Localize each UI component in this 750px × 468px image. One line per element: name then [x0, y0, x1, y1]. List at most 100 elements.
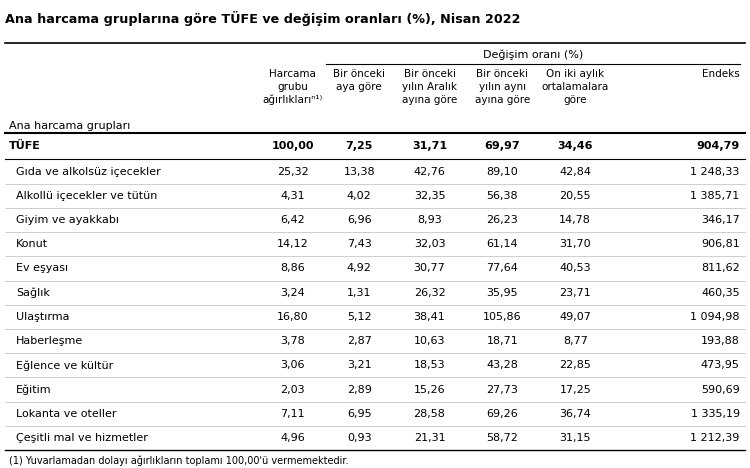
Text: 15,26: 15,26: [414, 385, 446, 395]
Text: 22,85: 22,85: [560, 360, 591, 370]
Text: Konut: Konut: [16, 239, 49, 249]
Text: 4,96: 4,96: [280, 433, 305, 443]
Text: 16,80: 16,80: [277, 312, 308, 322]
Text: 20,55: 20,55: [560, 191, 591, 201]
Text: 6,42: 6,42: [280, 215, 305, 225]
Text: 21,31: 21,31: [414, 433, 446, 443]
Text: Endeks: Endeks: [702, 69, 740, 79]
Text: 811,62: 811,62: [701, 263, 740, 273]
Text: Bir önceki
yılın Aralık
ayına göre: Bir önceki yılın Aralık ayına göre: [402, 69, 457, 105]
Text: 5,12: 5,12: [347, 312, 371, 322]
Text: 77,64: 77,64: [487, 263, 518, 273]
Text: 36,74: 36,74: [560, 409, 591, 419]
Text: 0,93: 0,93: [347, 433, 371, 443]
Text: 904,79: 904,79: [697, 141, 740, 151]
Text: 1 248,33: 1 248,33: [690, 167, 740, 176]
Text: 473,95: 473,95: [700, 360, 740, 370]
Text: 34,46: 34,46: [557, 141, 593, 151]
Text: 6,95: 6,95: [347, 409, 371, 419]
Text: 30,77: 30,77: [414, 263, 446, 273]
Text: 8,93: 8,93: [417, 215, 442, 225]
Text: 25,32: 25,32: [277, 167, 309, 176]
Text: 32,35: 32,35: [414, 191, 446, 201]
Text: 2,87: 2,87: [346, 336, 372, 346]
Text: Çeşitli mal ve hizmetler: Çeşitli mal ve hizmetler: [16, 433, 148, 443]
Text: Değişim oranı (%): Değişim oranı (%): [483, 49, 584, 60]
Text: 31,70: 31,70: [560, 239, 591, 249]
Text: Gıda ve alkolsüz içecekler: Gıda ve alkolsüz içecekler: [16, 167, 161, 176]
Text: 1 335,19: 1 335,19: [691, 409, 740, 419]
Text: 23,71: 23,71: [560, 288, 591, 298]
Text: 3,21: 3,21: [347, 360, 371, 370]
Text: 69,97: 69,97: [484, 141, 520, 151]
Text: 8,86: 8,86: [280, 263, 305, 273]
Text: Ulaştırma: Ulaştırma: [16, 312, 70, 322]
Text: Bir önceki
aya göre: Bir önceki aya göre: [333, 69, 386, 92]
Text: 18,71: 18,71: [487, 336, 518, 346]
Text: Haberleşme: Haberleşme: [16, 336, 83, 346]
Text: 69,26: 69,26: [487, 409, 518, 419]
Text: 38,41: 38,41: [414, 312, 446, 322]
Text: 1 212,39: 1 212,39: [690, 433, 740, 443]
Text: 56,38: 56,38: [487, 191, 518, 201]
Text: 7,11: 7,11: [280, 409, 305, 419]
Text: 18,53: 18,53: [414, 360, 446, 370]
Text: 31,71: 31,71: [412, 141, 447, 151]
Text: 346,17: 346,17: [701, 215, 740, 225]
Text: Ana harcama gruplarına göre TÜFE ve değişim oranları (%), Nisan 2022: Ana harcama gruplarına göre TÜFE ve deği…: [5, 11, 520, 26]
Text: 40,53: 40,53: [560, 263, 591, 273]
Text: On iki aylık
ortalamalara
göre: On iki aylık ortalamalara göre: [542, 69, 609, 105]
Text: 590,69: 590,69: [701, 385, 740, 395]
Text: 49,07: 49,07: [560, 312, 591, 322]
Text: Alkollü içecekler ve tütün: Alkollü içecekler ve tütün: [16, 191, 158, 201]
Text: 7,43: 7,43: [347, 239, 372, 249]
Text: 8,77: 8,77: [562, 336, 588, 346]
Text: 42,76: 42,76: [413, 167, 446, 176]
Text: 26,23: 26,23: [487, 215, 518, 225]
Text: 4,31: 4,31: [280, 191, 305, 201]
Text: 61,14: 61,14: [487, 239, 518, 249]
Text: 7,25: 7,25: [346, 141, 373, 151]
Text: TÜFE: TÜFE: [9, 141, 40, 151]
Text: 460,35: 460,35: [701, 288, 740, 298]
Text: Ev eşyası: Ev eşyası: [16, 263, 68, 273]
Text: 4,92: 4,92: [346, 263, 372, 273]
Text: Lokanta ve oteller: Lokanta ve oteller: [16, 409, 117, 419]
Text: Eğitim: Eğitim: [16, 384, 52, 395]
Text: 26,32: 26,32: [414, 288, 446, 298]
Text: 27,73: 27,73: [487, 385, 518, 395]
Text: 105,86: 105,86: [483, 312, 522, 322]
Text: 42,84: 42,84: [560, 167, 591, 176]
Text: 43,28: 43,28: [487, 360, 518, 370]
Text: 100,00: 100,00: [272, 141, 314, 151]
Text: 14,78: 14,78: [560, 215, 591, 225]
Text: Ana harcama grupları: Ana harcama grupları: [9, 121, 130, 131]
Text: 1,31: 1,31: [347, 288, 371, 298]
Text: 1 385,71: 1 385,71: [691, 191, 740, 201]
Text: 89,10: 89,10: [487, 167, 518, 176]
Text: 2,03: 2,03: [280, 385, 305, 395]
Text: 13,38: 13,38: [344, 167, 375, 176]
Text: 35,95: 35,95: [487, 288, 518, 298]
Text: 58,72: 58,72: [487, 433, 518, 443]
Text: 4,02: 4,02: [347, 191, 372, 201]
Text: 14,12: 14,12: [277, 239, 309, 249]
Text: 3,78: 3,78: [280, 336, 305, 346]
Text: 17,25: 17,25: [560, 385, 591, 395]
Text: 906,81: 906,81: [701, 239, 740, 249]
Text: 32,03: 32,03: [414, 239, 446, 249]
Text: Eğlence ve kültür: Eğlence ve kültür: [16, 360, 113, 371]
Text: Bir önceki
yılın aynı
ayına göre: Bir önceki yılın aynı ayına göre: [475, 69, 530, 105]
Text: 6,96: 6,96: [347, 215, 371, 225]
Text: 28,58: 28,58: [413, 409, 446, 419]
Text: Giyim ve ayakkabı: Giyim ve ayakkabı: [16, 215, 119, 225]
Text: 1 094,98: 1 094,98: [690, 312, 740, 322]
Text: 193,88: 193,88: [700, 336, 740, 346]
Text: 31,15: 31,15: [560, 433, 591, 443]
Text: 3,24: 3,24: [280, 288, 305, 298]
Text: 10,63: 10,63: [414, 336, 446, 346]
Text: 2,89: 2,89: [346, 385, 372, 395]
Text: Sağlık: Sağlık: [16, 287, 50, 298]
Text: (1) Yuvarlamadan dolayı ağırlıkların toplamı 100,00'ü vermemektedir.: (1) Yuvarlamadan dolayı ağırlıkların top…: [9, 455, 348, 466]
Text: Harcama
grubu
ağırlıklarıⁿ¹⁾: Harcama grubu ağırlıklarıⁿ¹⁾: [262, 69, 322, 105]
